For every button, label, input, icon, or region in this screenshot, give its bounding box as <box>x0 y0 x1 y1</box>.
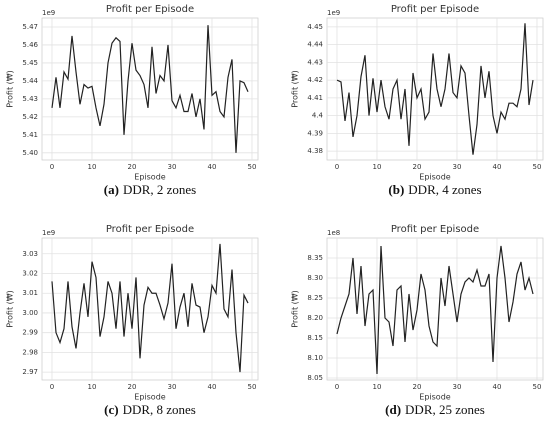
x-axis-label: Episode <box>134 173 165 182</box>
x-tick-label: 20 <box>128 383 137 391</box>
y-tick-label: 4.38 <box>307 147 323 155</box>
y-offset-label: 1e9 <box>327 9 340 17</box>
y-tick-label: 4.44 <box>307 41 323 49</box>
caption: (a) DDR, 2 zones <box>104 182 196 197</box>
caption: (d) DDR, 25 zones <box>385 402 485 417</box>
plot-area <box>41 17 259 161</box>
x-tick-label: 30 <box>453 383 462 391</box>
y-tick-label: 2.99 <box>22 329 38 337</box>
y-axis-label: Profit (₩) <box>291 290 300 328</box>
y-tick-label: 8.35 <box>307 254 323 262</box>
y-tick-label: 8.25 <box>307 294 323 302</box>
y-tick-label: 2.98 <box>22 348 38 356</box>
y-tick-label: 8.20 <box>307 314 323 322</box>
panel: 8.05 8.10 8.15 8.20 8.25 8.30 8.35 0 10 20 30 40 50 P… <box>291 224 544 417</box>
caption-label: (a) <box>104 182 119 197</box>
y-tick-label: 2.97 <box>22 368 38 376</box>
y-tick-label: 8.30 <box>307 274 323 282</box>
chart-title: Profit per Episode <box>391 224 479 235</box>
y-tick-label: 3.00 <box>22 309 38 317</box>
y-tick-label: 5.44 <box>22 77 38 85</box>
line <box>336 245 534 375</box>
caption-text: DDR, 4 zones <box>408 182 481 197</box>
y-tick-label: 3.01 <box>22 289 38 297</box>
y-tick-label: 4.39 <box>307 129 323 137</box>
panel: 2.97 2.98 2.99 3.00 3.01 3.02 3.03 0 10 20 30 40 50 P… <box>6 224 259 417</box>
x-tick-label: 0 <box>335 163 339 171</box>
chart-title: Profit per Episode <box>106 4 194 15</box>
chart-title: Profit per Episode <box>391 4 479 15</box>
x-tick-label: 40 <box>493 383 502 391</box>
x-tick-label: 50 <box>533 383 542 391</box>
caption-label: (c) <box>104 402 118 417</box>
y-axis-label: Profit (₩) <box>291 70 300 108</box>
x-tick-label: 40 <box>208 383 217 391</box>
caption: (b) DDR, 4 zones <box>388 182 481 197</box>
x-tick-label: 20 <box>413 383 422 391</box>
x-tick-label: 30 <box>453 163 462 171</box>
x-axis-label: Episode <box>134 393 165 402</box>
y-offset-label: 1e9 <box>42 9 55 17</box>
line <box>336 23 534 155</box>
x-tick-label: 0 <box>50 383 54 391</box>
caption-label: (d) <box>385 402 401 417</box>
x-tick-label: 20 <box>413 163 422 171</box>
caption-text: DDR, 25 zones <box>405 402 485 417</box>
y-tick-label: 5.45 <box>22 59 38 67</box>
caption-text: DDR, 2 zones <box>123 182 196 197</box>
y-tick-label: 4.4 <box>312 112 324 120</box>
x-tick-label: 50 <box>533 163 542 171</box>
panel: 4.38 4.39 4.4 4.41 4.42 4.43 4.44 4.45 0 10 20 30 40… <box>291 4 544 197</box>
line <box>51 25 249 153</box>
y-tick-label: 5.47 <box>22 23 38 31</box>
x-tick-label: 40 <box>493 163 502 171</box>
x-tick-label: 20 <box>128 163 137 171</box>
x-tick-label: 10 <box>373 383 382 391</box>
y-tick-label: 5.43 <box>22 95 38 103</box>
x-tick-label: 0 <box>335 383 339 391</box>
y-tick-label: 3.03 <box>22 250 38 258</box>
y-tick-label: 5.42 <box>22 113 38 121</box>
x-tick-label: 50 <box>248 163 257 171</box>
y-tick-label: 4.45 <box>307 23 323 31</box>
panel: 5.40 5.41 5.42 5.43 5.44 5.45 5.46 5.47 0 10 20 30 4… <box>6 4 259 197</box>
y-tick-label: 3.02 <box>22 270 38 278</box>
chart-title: Profit per Episode <box>106 224 194 235</box>
y-offset-label: 1e9 <box>42 229 55 237</box>
x-tick-label: 40 <box>208 163 217 171</box>
x-axis-label: Episode <box>419 393 450 402</box>
x-tick-label: 10 <box>88 163 97 171</box>
y-tick-label: 4.41 <box>307 94 323 102</box>
x-axis-label: Episode <box>419 173 450 182</box>
y-axis-label: Profit (₩) <box>6 70 15 108</box>
y-tick-label: 5.40 <box>22 149 38 157</box>
y-axis-label: Profit (₩) <box>6 290 15 328</box>
y-tick-label: 5.41 <box>22 131 38 139</box>
plot-area <box>41 237 259 381</box>
y-tick-label: 4.43 <box>307 58 323 66</box>
y-tick-label: 8.05 <box>307 374 323 382</box>
caption-label: (b) <box>388 182 404 197</box>
x-tick-label: 50 <box>248 383 257 391</box>
x-tick-label: 0 <box>50 163 54 171</box>
line <box>51 243 249 373</box>
y-tick-label: 8.10 <box>307 354 323 362</box>
y-tick-label: 5.46 <box>22 41 38 49</box>
x-tick-label: 10 <box>88 383 97 391</box>
caption-text: DDR, 8 zones <box>123 402 196 417</box>
caption: (c) DDR, 8 zones <box>104 402 196 417</box>
y-tick-label: 8.15 <box>307 334 323 342</box>
x-tick-label: 30 <box>168 383 177 391</box>
y-offset-label: 1e8 <box>327 229 340 237</box>
plot-area <box>326 17 544 161</box>
x-tick-label: 30 <box>168 163 177 171</box>
x-tick-label: 10 <box>373 163 382 171</box>
plot-area <box>326 237 544 381</box>
y-tick-label: 4.42 <box>307 76 323 84</box>
